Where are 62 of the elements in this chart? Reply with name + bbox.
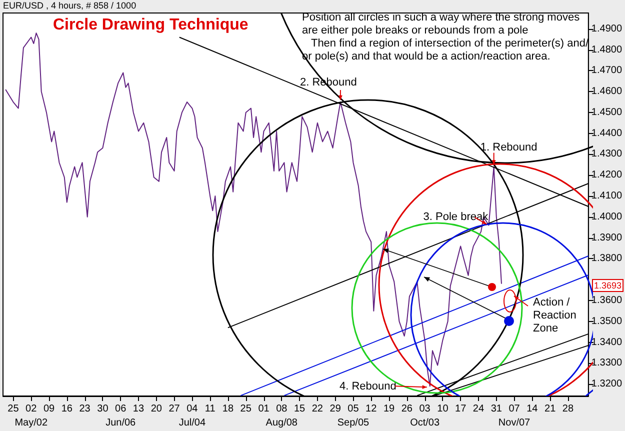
y-tick-label: 1.4300 (591, 148, 622, 160)
x-tick-label: 24 (472, 404, 484, 414)
x-tick-label: 31 (490, 404, 502, 414)
x-tick-label: 20 (150, 404, 162, 414)
x-tick-label: 08 (276, 404, 288, 414)
y-tick-label: 1.3300 (591, 358, 622, 369)
y-tick-label: 1.3900 (591, 232, 622, 244)
annotation: Action / Reaction Zone (533, 296, 580, 334)
y-tick-label: 1.3400 (591, 336, 622, 348)
x-tick-label: 27 (168, 404, 180, 414)
x2-tick-label: Oct/03 (410, 418, 440, 428)
y-tick-label: 1.4600 (591, 86, 622, 98)
y-tick-label: 1.3800 (591, 253, 622, 264)
y-tick-label: 1.4700 (591, 65, 622, 76)
x-tick-label: 25 (8, 404, 20, 414)
x-tick-label: 03 (419, 404, 431, 414)
y-tick-label: 1.4100 (591, 190, 622, 202)
x2-tick-label: Aug/08 (266, 418, 298, 428)
annotation: 3. Pole break (423, 210, 489, 223)
y-tick-label: 1.4800 (591, 44, 622, 56)
y-tick-label: 1.4000 (591, 211, 622, 222)
x-tick-label: 28 (562, 404, 574, 414)
x-tick-label: 26 (401, 404, 413, 414)
y-tick-label: 1.4500 (591, 106, 622, 118)
x2-tick-label: May/02 (14, 418, 48, 428)
x2-tick-label: Sep/05 (337, 418, 370, 428)
x-tick-label: 30 (97, 404, 109, 414)
x-tick-label: 12 (366, 404, 378, 414)
y-tick-label: 1.4400 (591, 128, 622, 139)
y-tick-label: 1.3500 (591, 316, 622, 327)
x-tick-label: 16 (61, 404, 73, 414)
x-tick-label: 17 (455, 404, 467, 414)
x-tick-label: 14 (526, 404, 538, 414)
chart-title: Circle Drawing Technique (53, 16, 248, 34)
y-tick-label: 1.3600 (591, 295, 622, 306)
x-tick-label: 13 (132, 404, 144, 414)
x-tick-label: 23 (79, 404, 91, 414)
x-tick-label: 05 (348, 404, 360, 414)
x-tick-label: 07 (508, 404, 520, 414)
x-tick-label: 25 (240, 404, 252, 414)
text: 1.3693 (594, 280, 622, 290)
x-tick-label: 09 (43, 404, 56, 414)
x-tick-label: 29 (330, 404, 342, 414)
y-tick-label: 1.3200 (591, 378, 622, 390)
chart-subtitle: EUR/USD , 4 hours, # 858 / 1000 (3, 0, 136, 10)
x2-tick-label: Jun/06 (106, 418, 136, 428)
x2-tick-label: Jul/04 (178, 418, 206, 428)
x-tick-label: 21 (544, 404, 556, 414)
y-tick-label: 1.4900 (591, 23, 622, 34)
x-tick-label: 04 (186, 404, 198, 414)
x-tick-label: 06 (115, 404, 127, 414)
x-tick-label: 02 (26, 404, 38, 414)
y-tick-label: 1.4200 (591, 170, 622, 181)
x-tick-label: 22 (312, 404, 324, 414)
annotation: 4. Rebound (339, 380, 396, 393)
x-tick-label: 10 (437, 404, 449, 414)
x-tick-label: 19 (383, 404, 396, 414)
x-tick-label: 15 (294, 404, 306, 414)
x-tick-label: 18 (222, 404, 234, 414)
x-tick-label: 11 (204, 404, 216, 414)
x-tick-label: 01 (258, 404, 270, 414)
x2-tick-label: Nov/07 (498, 418, 531, 428)
